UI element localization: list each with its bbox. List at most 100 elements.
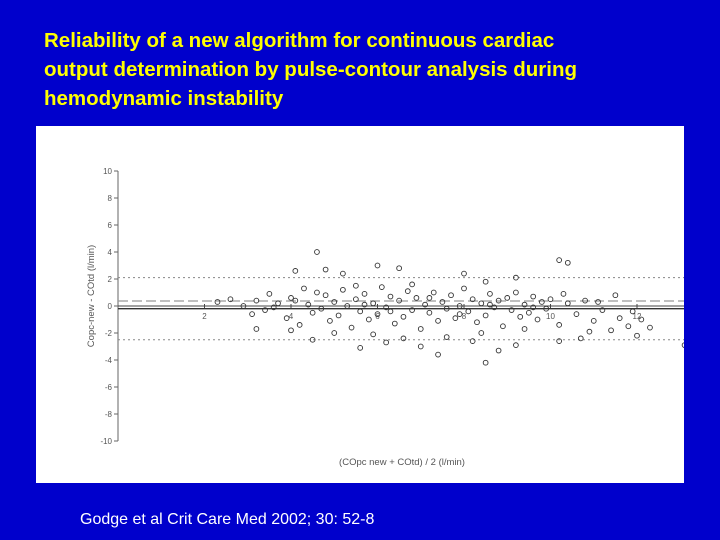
data-point — [301, 285, 307, 292]
data-point — [599, 307, 606, 313]
data-point — [370, 331, 377, 338]
data-point — [543, 305, 550, 312]
data-point — [439, 299, 446, 305]
data-point — [469, 338, 476, 344]
x-tick-label: 4 — [289, 312, 294, 321]
data-point — [560, 291, 567, 297]
y-tick-label: 2 — [108, 275, 113, 284]
data-point — [327, 318, 333, 324]
data-point — [340, 270, 346, 277]
data-point — [400, 313, 407, 320]
data-point — [595, 299, 601, 305]
data-point — [530, 304, 537, 311]
data-point — [500, 323, 506, 330]
data-point — [426, 295, 433, 301]
data-point — [253, 326, 260, 332]
y-tick-label: -6 — [105, 383, 113, 392]
data-point — [647, 324, 653, 331]
data-point — [508, 307, 515, 313]
data-point — [409, 281, 415, 288]
data-point — [530, 293, 537, 300]
data-point — [443, 334, 450, 340]
data-point — [612, 292, 619, 299]
data-point — [344, 303, 351, 309]
slide-title-line-1: Reliability of a new algorithm for conti… — [44, 29, 555, 52]
data-point — [556, 257, 563, 263]
slide-title-line-2: output determination by pulse-contour an… — [44, 58, 578, 81]
data-point — [309, 309, 316, 316]
data-point — [586, 328, 593, 335]
data-point — [417, 326, 424, 332]
data-point — [353, 296, 359, 303]
data-point — [577, 335, 584, 342]
data-point — [638, 316, 645, 323]
data-point — [387, 293, 394, 300]
data-point — [521, 301, 528, 308]
data-point — [634, 332, 640, 339]
data-point — [478, 300, 485, 307]
y-tick-label: -4 — [105, 356, 113, 365]
x-tick-label: 2 — [202, 312, 207, 321]
data-point — [422, 301, 428, 308]
y-tick-label: 10 — [103, 167, 112, 176]
data-point — [227, 296, 234, 303]
y-axis-label: Copc-new - COtd (l/min) — [86, 245, 97, 347]
data-point — [288, 327, 294, 334]
data-point — [361, 291, 368, 297]
data-point — [616, 315, 623, 322]
data-point — [404, 288, 411, 295]
data-point — [413, 295, 420, 301]
data-point — [517, 313, 524, 320]
data-point — [435, 351, 441, 358]
data-point — [348, 324, 355, 331]
data-point — [214, 299, 221, 305]
y-tick-label: 4 — [108, 248, 113, 257]
data-point — [625, 323, 632, 330]
data-point — [366, 316, 372, 323]
data-point — [482, 278, 489, 285]
data-point — [249, 311, 255, 317]
data-point — [504, 295, 511, 301]
data-point — [387, 308, 394, 315]
data-point — [482, 312, 489, 319]
data-point — [435, 318, 441, 324]
data-point — [556, 338, 563, 344]
data-point — [314, 289, 320, 296]
data-point — [452, 315, 459, 322]
data-point — [469, 296, 476, 303]
data-point — [521, 326, 528, 332]
x-tick-label: 10 — [546, 312, 555, 321]
data-point — [573, 311, 580, 317]
data-point — [266, 291, 273, 297]
data-point — [296, 322, 303, 328]
y-tick-label: 6 — [108, 221, 113, 230]
data-point — [292, 297, 299, 304]
data-point — [417, 343, 424, 350]
data-point — [491, 304, 498, 311]
y-tick-label: -10 — [100, 437, 112, 446]
data-point — [681, 342, 684, 348]
data-point — [526, 309, 532, 316]
data-point — [443, 305, 450, 312]
data-point — [474, 319, 480, 326]
data-point — [456, 303, 463, 309]
data-point — [482, 359, 489, 366]
data-point — [361, 301, 368, 308]
data-point — [461, 270, 467, 277]
data-point — [456, 311, 463, 317]
data-point — [305, 301, 312, 308]
data-point — [426, 309, 433, 316]
data-point — [513, 289, 519, 296]
data-point — [340, 286, 346, 293]
data-point — [608, 327, 614, 334]
data-point — [357, 345, 364, 351]
data-point — [556, 322, 563, 328]
data-point — [396, 297, 402, 304]
citation: Godge et al Crit Care Med 2002; 30: 52-8 — [80, 511, 375, 528]
data-point — [383, 304, 390, 311]
data-point — [288, 295, 294, 301]
data-point — [331, 330, 338, 336]
y-tick-label: -8 — [105, 410, 113, 419]
